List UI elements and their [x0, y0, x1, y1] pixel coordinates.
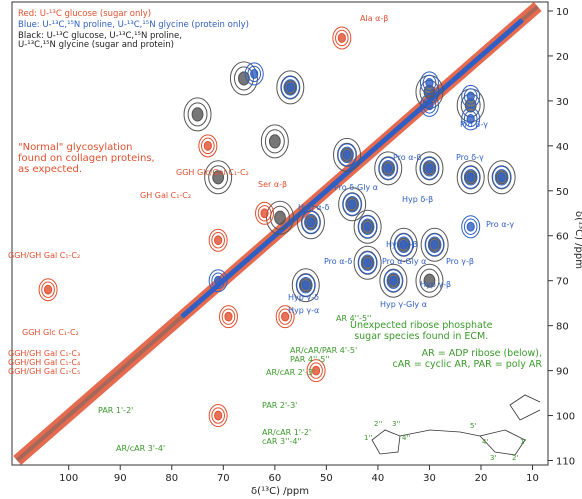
peak-contour [426, 164, 433, 173]
peak-contour [287, 83, 294, 92]
annotation: Pro δ-Gly α [334, 183, 378, 192]
annotation: Pro β-γ [460, 120, 488, 129]
annotation: GH Gal C₁-C₂ [140, 191, 191, 200]
page: {"chart_data":{"type":"scatter", "xlabel… [0, 0, 582, 499]
x-tick-label: 30 [423, 473, 436, 484]
annotation: AR/cAR 3'-4' [116, 444, 165, 453]
y-tick-label: 50 [556, 187, 569, 198]
annotation: AR 4''-5'' [336, 314, 371, 323]
peak-contour [467, 92, 474, 101]
x-tick-label: 60 [268, 473, 281, 484]
annotation: AR/cAR 1'-2' cAR 3''-4'' [262, 428, 311, 446]
peak-contour [44, 285, 51, 294]
annotation: AR/cAR/PAR 4'-5' PAR 4''-5'' [290, 346, 357, 364]
annotation: PAR 2'-3' [262, 401, 297, 410]
structure-label: 1' [520, 438, 526, 446]
peak-contour [467, 222, 474, 231]
y-tick-label: 80 [556, 322, 569, 333]
peak-contour [364, 258, 371, 267]
annotation: Pro α-β [393, 153, 422, 162]
legend-entry: Red: U-¹³C glucose (sugar only) [18, 10, 151, 19]
x-tick-label: 70 [217, 473, 230, 484]
peak-contour [261, 209, 268, 218]
x-tick-label: 100 [59, 473, 78, 484]
peak-contour [498, 173, 505, 182]
structure-label: 4' [482, 438, 488, 446]
x-axis-label: δ(¹³C) /ppm [251, 486, 309, 497]
peak-contour [338, 34, 345, 43]
structure-label: 1'' [364, 434, 372, 442]
y-tick-label: 110 [556, 457, 575, 468]
peak-contour [426, 79, 433, 88]
x-tick-label: 10 [526, 473, 539, 484]
y-tick-label: 20 [556, 52, 569, 63]
annotation: Unexpected ribose phosphate sugar specie… [350, 320, 492, 342]
annotation: Hyp γ-α [288, 306, 319, 315]
peak-contour [215, 276, 222, 285]
peak-contour [302, 281, 309, 290]
annotation: "Normal" glycosylation found on collagen… [18, 142, 155, 175]
annotation: GGH Glc C₁-C₂ [22, 328, 79, 337]
x-tick-label: 20 [475, 473, 488, 484]
annotation: Ser α-β [258, 180, 287, 189]
annotation: Hyp δ-β [402, 195, 433, 204]
annotation: AR/cAR 2'-3' [266, 368, 315, 377]
x-tick-label: 90 [114, 473, 127, 484]
peak-contour [192, 108, 203, 121]
structure-label: 5' [470, 422, 476, 430]
x-tick-label: 80 [165, 473, 178, 484]
legend-entry: Blue: U-¹³C,¹⁵N proline, U-¹³C,¹⁵N glyci… [18, 21, 249, 30]
structure-label: 2'' [374, 420, 382, 428]
annotation: Pro α-Gly α [382, 257, 426, 266]
y-tick-label: 70 [556, 277, 569, 288]
peak-contour [307, 218, 314, 227]
annotation: Hyp γ-β [420, 280, 451, 289]
peak-contour [204, 141, 211, 150]
annotation: Ala α-β [360, 14, 388, 23]
peak-contour [385, 164, 392, 173]
annotation: GGH/GH Gal C₁-C₂ [8, 251, 80, 260]
y-tick-label: 40 [556, 142, 569, 153]
structure-label: 2' [512, 454, 518, 462]
annotation: GGH Glc/Gal C₁-C₂ [176, 168, 249, 177]
annotation: Pro α-δ [324, 257, 352, 266]
peak-contour [275, 211, 286, 224]
annotation: Hyp α-δ [298, 203, 329, 212]
peak-contour [251, 70, 258, 79]
peak-contour [426, 101, 433, 110]
y-tick-label: 30 [556, 97, 569, 108]
peak-contour [349, 200, 356, 209]
structure-label: 4'' [402, 434, 410, 442]
annotation: Pro α-γ [486, 220, 514, 229]
annotation: Hyp γ-δ [288, 293, 319, 302]
peak-contour [343, 150, 350, 159]
peak-contour [269, 135, 280, 148]
peak-contour [364, 222, 371, 231]
annotation: GGH/GH Gal C₁-C₃ GGH/GH Gal C₁-C₄ GGH/GH… [8, 349, 80, 376]
peak-contour [225, 312, 232, 321]
peak-contour [390, 276, 397, 285]
y-tick-label: 90 [556, 367, 569, 378]
peak-contour [467, 173, 474, 182]
peak-contour [431, 240, 438, 249]
y-tick-label: 60 [556, 232, 569, 243]
annotation: PAR 1'-2' [98, 406, 133, 415]
y-tick-label: 10 [556, 7, 569, 18]
x-tick-label: 40 [372, 473, 385, 484]
annotation: Pro γ-β [446, 257, 474, 266]
structure-label: 3'' [392, 420, 400, 428]
y-tick-label: 100 [556, 412, 575, 423]
annotation: AR = ADP ribose (below), cAR = cyclic AR… [393, 348, 543, 370]
y-axis-label: δ(¹³C) /ppm [573, 211, 582, 269]
peak-contour [215, 411, 222, 420]
annotation: Hyp γ-Gly α [380, 300, 427, 309]
chart: δ(¹³C) /ppm δ(¹³C) /ppm 100 90 80 70 60 50 40 3… [0, 0, 582, 499]
peak-contour [215, 236, 222, 245]
legend-entry: Black: U-¹³C glucose, U-¹³C,¹⁵N proline,… [18, 32, 182, 50]
annotation: Hyp α-β [386, 240, 418, 249]
x-tick-label: 50 [320, 473, 333, 484]
structure-label: 3' [490, 454, 496, 462]
annotation: Pro δ-γ [456, 153, 484, 162]
